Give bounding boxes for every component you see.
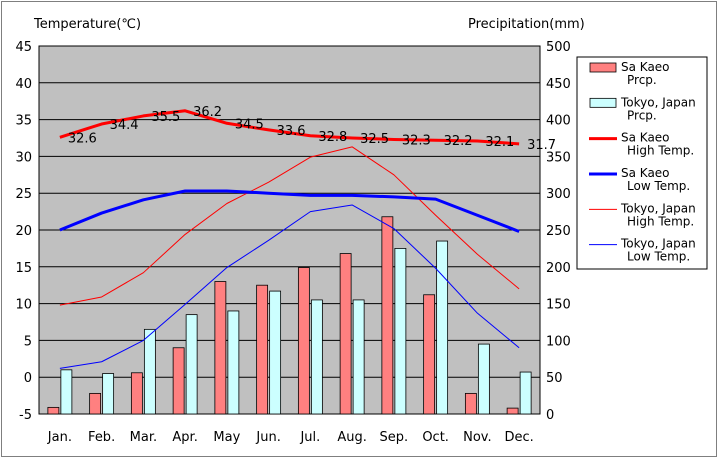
precip-bar bbox=[130, 372, 143, 415]
data-label: 34.5 bbox=[235, 117, 264, 132]
data-label: 36.2 bbox=[193, 105, 222, 120]
precip-bar bbox=[423, 294, 436, 415]
x-tick-label: Aug. bbox=[337, 430, 367, 445]
data-label: 31.7 bbox=[527, 138, 556, 153]
precip-bar bbox=[89, 392, 102, 415]
temp-line bbox=[59, 204, 520, 369]
right-tick-label: 400 bbox=[546, 114, 571, 129]
legend-label: Sa Kaeo bbox=[621, 131, 670, 145]
x-tick-label: Jan. bbox=[47, 430, 72, 445]
precip-bar bbox=[102, 373, 115, 415]
right-tick-label: 0 bbox=[546, 408, 554, 423]
temp-line bbox=[59, 109, 520, 146]
precip-bar bbox=[47, 406, 60, 415]
precip-bar bbox=[436, 240, 449, 415]
legend-box bbox=[576, 56, 708, 270]
legend-label: Tokyo, Japan bbox=[620, 201, 696, 215]
precip-bar bbox=[172, 347, 185, 415]
precip-bar bbox=[310, 299, 323, 415]
x-tick-label: Feb. bbox=[88, 430, 115, 445]
temp-line bbox=[59, 189, 520, 233]
precip-bar bbox=[269, 290, 282, 415]
precip-bar bbox=[60, 369, 73, 415]
precip-bar bbox=[506, 407, 519, 415]
precip-bar bbox=[519, 371, 532, 415]
x-tick-label: Oct. bbox=[422, 430, 449, 445]
plot-border bbox=[38, 45, 541, 415]
precip-bar bbox=[185, 314, 198, 415]
right-tick-label: 50 bbox=[546, 371, 563, 386]
legend-label: Sa Kaeo bbox=[621, 166, 670, 180]
right-tick-label: 100 bbox=[546, 334, 571, 349]
legend-label: Tokyo, Japan bbox=[620, 95, 696, 109]
x-tick-label: Dec. bbox=[504, 430, 533, 445]
right-tick-label: 450 bbox=[546, 77, 571, 92]
right-tick-label: 200 bbox=[546, 261, 571, 276]
x-tick-label: Sep. bbox=[380, 430, 409, 445]
right-tick-label: 250 bbox=[546, 224, 571, 239]
x-tick-label: Mar. bbox=[130, 430, 157, 445]
precip-bar bbox=[464, 392, 477, 415]
left-tick-label: 20 bbox=[15, 224, 32, 239]
legend-label: Sa Kaeo bbox=[621, 60, 670, 74]
precip-bar bbox=[339, 253, 352, 415]
legend-label: Low Temp. bbox=[627, 179, 690, 193]
legend-label: Tokyo, Japan bbox=[620, 237, 696, 251]
right-tick-label: 300 bbox=[546, 187, 571, 202]
data-label: 34.4 bbox=[110, 118, 139, 133]
precip-bar bbox=[297, 267, 310, 415]
right-axis-title: Precipitation(mm) bbox=[468, 17, 585, 32]
data-label: 35.5 bbox=[151, 110, 180, 125]
left-tick-label: 35 bbox=[15, 114, 32, 129]
precip-bar bbox=[143, 328, 156, 415]
precip-bar bbox=[394, 247, 407, 415]
data-label: 32.6 bbox=[68, 131, 97, 146]
data-label: 33.6 bbox=[277, 124, 306, 139]
data-label: 32.3 bbox=[402, 133, 431, 148]
precip-bar bbox=[214, 281, 227, 415]
x-tick-label: Jun. bbox=[255, 430, 280, 445]
left-tick-label: 10 bbox=[15, 298, 32, 313]
legend-swatch bbox=[589, 97, 617, 108]
left-axis-title: Temperature(℃) bbox=[33, 17, 141, 32]
left-tick-label: 25 bbox=[15, 187, 32, 202]
right-tick-label: 350 bbox=[546, 150, 571, 165]
data-label: 32.5 bbox=[360, 132, 389, 147]
temp-line bbox=[59, 146, 520, 306]
precip-bar bbox=[256, 284, 269, 415]
left-tick-label: 30 bbox=[15, 150, 32, 165]
right-tick-label: 150 bbox=[546, 298, 571, 313]
data-label: 32.8 bbox=[318, 130, 347, 145]
x-tick-label: May bbox=[213, 430, 240, 445]
legend-label: Low Temp. bbox=[627, 250, 690, 264]
x-tick-label: Nov. bbox=[463, 430, 492, 445]
left-tick-label: 15 bbox=[15, 261, 32, 276]
legend-label: High Temp. bbox=[627, 214, 694, 228]
precip-bar bbox=[227, 310, 240, 415]
precip-bar bbox=[381, 216, 394, 415]
left-tick-label: 5 bbox=[24, 334, 32, 349]
left-tick-label: -5 bbox=[19, 408, 32, 423]
data-label: 32.1 bbox=[485, 135, 514, 150]
legend-label: High Temp. bbox=[627, 144, 694, 158]
left-tick-label: 40 bbox=[15, 77, 32, 92]
left-tick-label: 45 bbox=[15, 40, 32, 55]
precip-bar bbox=[477, 343, 490, 415]
legend-swatch bbox=[589, 62, 617, 73]
legend-label: Prcp. bbox=[627, 73, 657, 87]
legend-label: Prcp. bbox=[627, 108, 657, 122]
precip-bar bbox=[352, 299, 365, 415]
x-tick-label: Apr. bbox=[172, 430, 197, 445]
data-label: 32.2 bbox=[444, 134, 473, 149]
x-tick-label: Jul. bbox=[299, 430, 320, 445]
right-tick-label: 500 bbox=[546, 40, 571, 55]
left-tick-label: 0 bbox=[24, 371, 32, 386]
